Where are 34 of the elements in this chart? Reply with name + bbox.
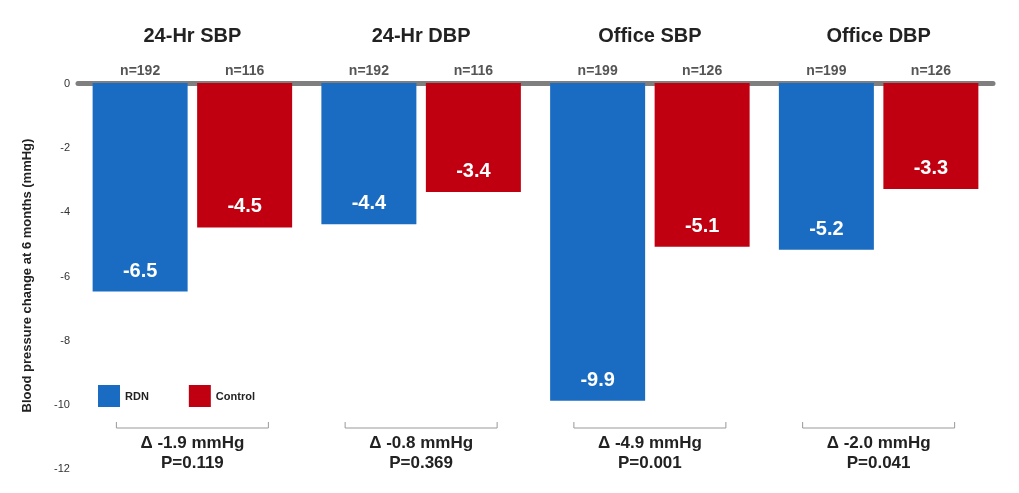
annotation: n=126 (682, 62, 723, 78)
y-tick-label: -4 (60, 205, 70, 218)
y-tick-label: -10 (54, 397, 70, 410)
data-label: -4.5 (227, 194, 262, 217)
annotation: n=199 (577, 62, 618, 78)
annotation: n=192 (348, 62, 390, 78)
data-label: -3.3 (913, 155, 949, 178)
x-tick-label: 24-Hr DBP (371, 24, 471, 46)
data-label: -5.1 (684, 213, 720, 236)
annotation: n=199 (806, 62, 847, 78)
data-label: -4.4 (351, 191, 387, 214)
y-tick-label: -2 (60, 141, 70, 154)
annotation: Δ -4.9 mmHg P=0.001 (597, 432, 702, 472)
x-tick-label: Office SBP (598, 24, 702, 46)
y-tick-label: 0 (63, 77, 70, 89)
annotation: Δ -0.8 mmHg P=0.369 (369, 432, 474, 472)
legend-label: RDN (125, 390, 149, 402)
annotation: n=192 (120, 62, 161, 78)
y-tick-label: -8 (60, 333, 70, 346)
x-tick-label: 24-Hr SBP (143, 24, 242, 46)
annotation: n=116 (224, 62, 265, 78)
data-label: -9.9 (580, 367, 615, 390)
legend-label: Control (215, 390, 255, 402)
annotation: n=116 (453, 62, 494, 78)
annotation: n=126 (910, 62, 952, 78)
data-label: -5.2 (809, 216, 844, 239)
y-tick-label: -6 (60, 269, 70, 282)
y-axis-title: Blood pressure change at 6 months (mmHg) (19, 138, 34, 413)
data-label: -3.4 (456, 159, 492, 182)
x-tick-label: Office DBP (826, 24, 931, 46)
data-label: -6.5 (122, 258, 158, 281)
annotation: Δ -1.9 mmHg P=0.119 (140, 432, 245, 472)
y-tick-label: -12 (54, 462, 70, 474)
annotation: Δ -2.0 mmHg P=0.041 (826, 432, 931, 472)
